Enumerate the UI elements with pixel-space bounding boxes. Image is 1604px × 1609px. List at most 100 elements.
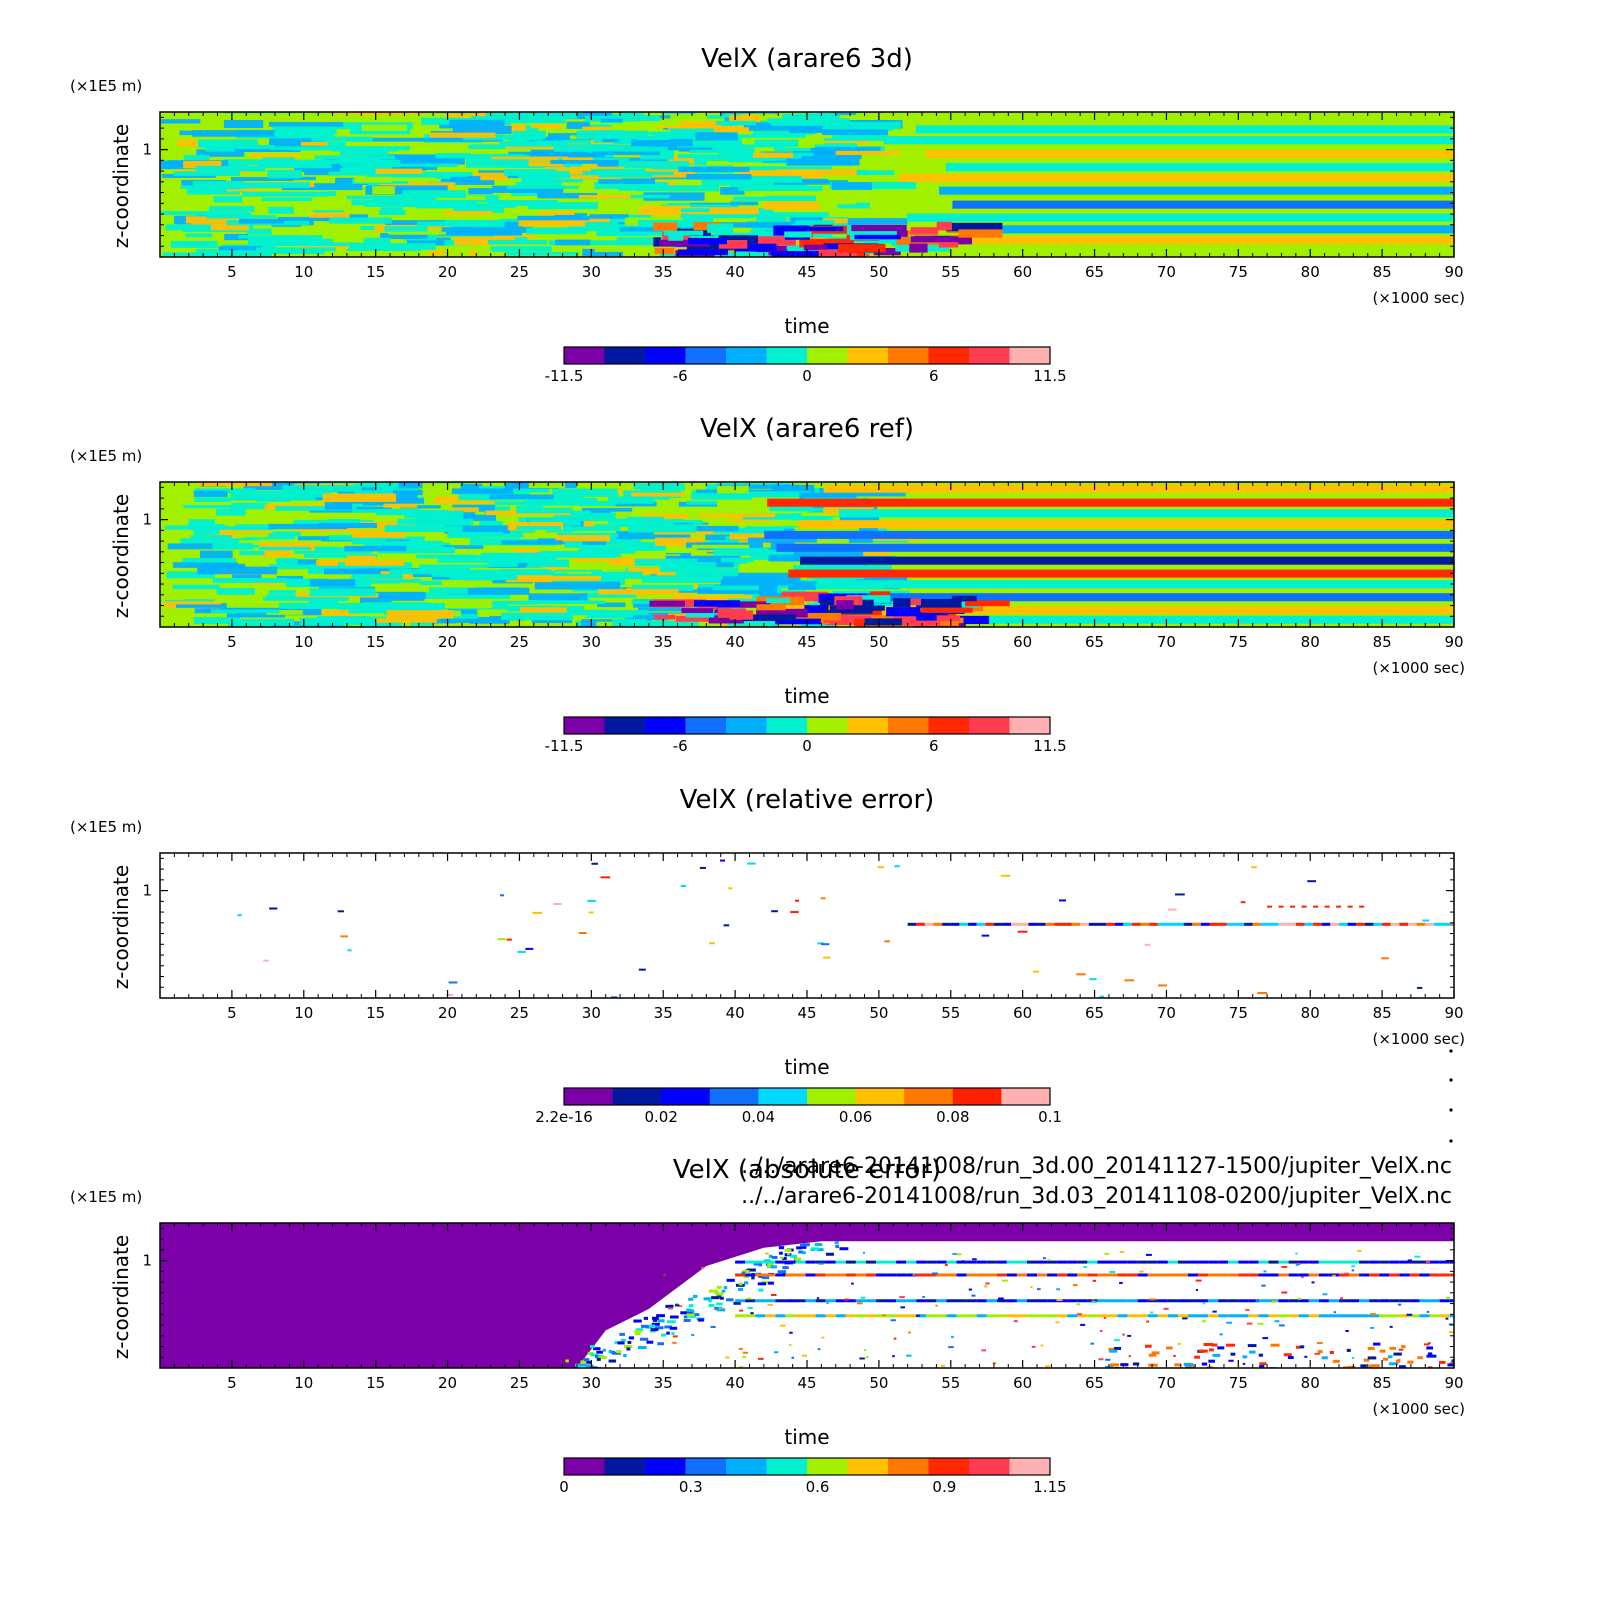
heatmap-line-segment: [1228, 1260, 1239, 1264]
heatmap-cell: [346, 195, 418, 200]
x-tick-label: 5: [227, 1374, 237, 1392]
heatmap-cell: [527, 201, 598, 210]
heatmap-speck: [1290, 905, 1296, 908]
heatmap-speck: [1313, 905, 1319, 908]
heatmap-line-segment: [735, 1299, 746, 1303]
heatmap-cell: [380, 233, 428, 239]
heatmap-speck: [1267, 905, 1273, 908]
heatmap-cell: [443, 545, 484, 549]
heatmap-cell: [597, 160, 625, 170]
heatmap-line-segment: [745, 1273, 756, 1277]
heatmap-line-segment: [985, 922, 994, 926]
heatmap-cell: [659, 563, 698, 572]
y-unit-label: (×1E5 m): [70, 1188, 142, 1206]
heatmap-eddy: [1230, 1352, 1236, 1356]
colorbar-tick-label: 0.6: [806, 1478, 830, 1496]
heatmap-cell: [194, 497, 231, 502]
heatmap-speck: [770, 1293, 777, 1296]
heatmap-line-segment: [976, 1314, 987, 1318]
heatmap-cell: [437, 230, 523, 236]
heatmap-eddy: [1342, 1366, 1349, 1368]
heatmap-eddy: [1151, 1351, 1160, 1355]
heatmap-front: [782, 1266, 789, 1270]
heatmap-cell: [294, 482, 355, 488]
heatmap-line-segment: [936, 1299, 947, 1303]
heatmap-speck: [1076, 973, 1086, 976]
colorbar-swatch: [612, 1088, 662, 1105]
x-tick-label: 5: [227, 263, 237, 281]
colorbar-tick-label: 6: [929, 737, 939, 755]
heatmap-line-segment: [876, 1273, 887, 1277]
colorbar-tick-label: 0.06: [839, 1108, 872, 1126]
heatmap-cell: [163, 112, 237, 117]
heatmap-band: [776, 543, 1454, 552]
x-tick-label: 85: [1373, 263, 1392, 281]
heatmap-line-segment: [1131, 922, 1141, 926]
heatmap-line-segment: [1419, 1314, 1430, 1318]
heatmap-cell: [790, 482, 845, 485]
heatmap-line-segment: [1071, 922, 1081, 926]
heatmap-line-segment: [1209, 922, 1219, 926]
heatmap-cell: [528, 482, 566, 489]
heatmap-line-segment: [1166, 922, 1176, 926]
heatmap-cell: [680, 208, 710, 213]
heatmap-line-segment: [966, 1299, 977, 1303]
heatmap-speck: [674, 1304, 680, 1307]
heatmap-eddy: [697, 604, 717, 611]
heatmap-line-segment: [886, 1314, 897, 1318]
heatmap-band: [764, 530, 1454, 539]
heatmap-line-segment: [815, 1273, 826, 1277]
heatmap-cell: [387, 521, 470, 529]
heatmap-speck: [971, 1294, 976, 1297]
heatmap-eddy: [939, 615, 990, 625]
heatmap-cell: [677, 154, 756, 159]
heatmap-speck: [818, 1262, 824, 1265]
x-tick-label: 90: [1444, 1004, 1463, 1022]
heatmap-cell: [656, 121, 722, 128]
heatmap-cell: [785, 507, 861, 512]
heatmap-line-segment: [1373, 922, 1383, 926]
heatmap-cell: [720, 579, 795, 586]
heatmap-front: [753, 1262, 762, 1266]
x-tick-label: 75: [1229, 1374, 1248, 1392]
heatmap-line-segment: [1218, 1260, 1229, 1264]
heatmap-line-segment: [926, 1273, 937, 1277]
heatmap-speck: [1345, 1330, 1349, 1333]
heatmap-line-segment: [926, 1260, 937, 1264]
heatmap-speck: [817, 1348, 821, 1351]
heatmap-speck: [1271, 1300, 1278, 1303]
heatmap-eddy: [1208, 1359, 1216, 1363]
heatmap-cell: [822, 128, 888, 136]
heatmap-speck: [1089, 978, 1097, 981]
colorbar-swatch: [564, 1458, 605, 1475]
heatmap-cell: [612, 618, 648, 626]
colorbar-swatch: [766, 347, 808, 364]
heatmap-speck: [1177, 1342, 1182, 1345]
colorbar-swatch: [758, 1088, 808, 1105]
heatmap-line-segment: [946, 1260, 957, 1264]
heatmap-cell: [468, 226, 533, 233]
heatmap-line-segment: [1278, 1273, 1289, 1277]
heatmap-eddy: [784, 231, 812, 238]
heatmap-line-segment: [1147, 1299, 1158, 1303]
heatmap-front: [800, 1245, 807, 1249]
heatmap-cell: [544, 139, 628, 146]
heatmap-cell: [410, 620, 434, 626]
x-tick-label: 55: [941, 263, 960, 281]
y-axis-label: z-coordinate: [109, 494, 133, 618]
heatmap-line-segment: [1026, 1314, 1038, 1318]
heatmap-speck: [790, 911, 799, 914]
colorbar-swatch: [888, 717, 929, 734]
heatmap-line-segment: [1218, 1299, 1229, 1303]
heatmap-cell: [423, 171, 468, 177]
heatmap-cell: [362, 621, 403, 627]
heatmap-speck: [742, 1355, 747, 1358]
x-unit-label: (×1000 sec): [1372, 1400, 1465, 1418]
heatmap-line-segment: [959, 922, 969, 926]
heatmap-cell: [689, 149, 743, 154]
heatmap-front: [635, 1328, 644, 1332]
heatmap-cell: [540, 564, 567, 571]
colorbar-tick-label: 6: [929, 367, 939, 385]
heatmap-speck: [1104, 1252, 1110, 1255]
heatmap-cell: [197, 566, 278, 575]
